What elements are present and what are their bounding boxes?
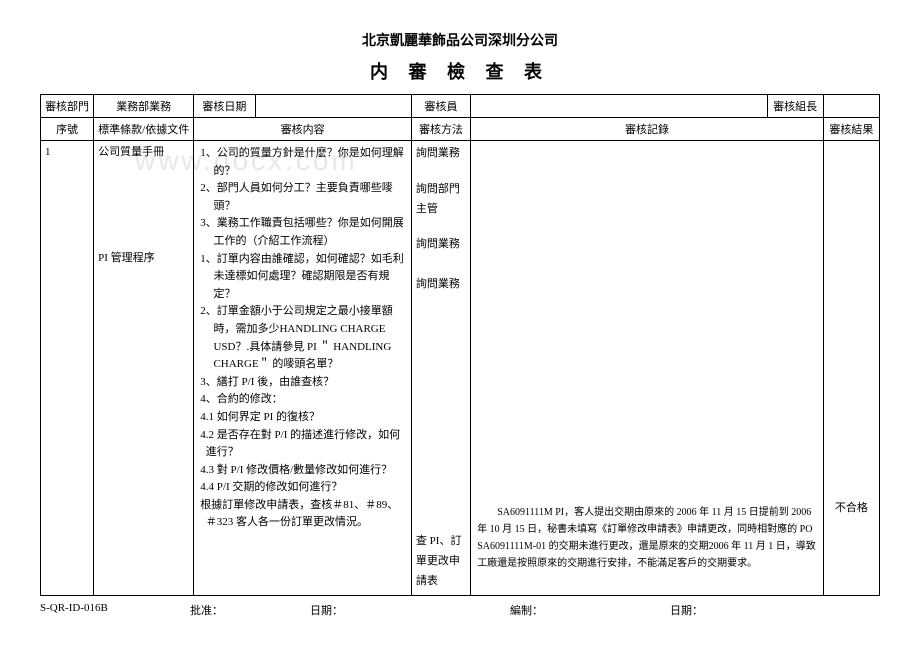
method-item: 詢問業務 bbox=[416, 238, 460, 250]
company-name: 北京凱麗華飾品公司深圳分公司 bbox=[40, 30, 880, 50]
date1-label: 日期： bbox=[310, 602, 510, 618]
approve-label: 批准： bbox=[190, 602, 310, 618]
content-item: 3、業務工作職責包括哪些？你是如何開展工作的（介紹工作流程） bbox=[200, 215, 405, 250]
content-subitem: 4.1 如何界定 PI 的復核？ bbox=[200, 409, 405, 427]
std-text-2: PI 管理程序 bbox=[98, 252, 155, 264]
leader-label: 審核組長 bbox=[767, 95, 823, 118]
leader-value bbox=[823, 95, 879, 118]
col-std-header: 標準條款/依據文件 bbox=[94, 118, 194, 141]
footer: S-QR-ID-016B 批准： 日期： 編制： 日期： bbox=[40, 602, 880, 618]
col-seq-header: 序號 bbox=[41, 118, 94, 141]
date-value bbox=[255, 95, 411, 118]
method-item: 詢問部門主管 bbox=[416, 180, 466, 220]
column-header-row: 序號 標準條款/依據文件 審核内容 審核方法 審核記錄 審核結果 bbox=[41, 118, 880, 141]
method-item: 查 PI、訂單更改申請表 bbox=[416, 535, 462, 587]
content-item: 4、合約的修改： bbox=[200, 391, 405, 409]
compile-label: 編制： bbox=[510, 602, 670, 618]
content-item: 1、公司的質量方針是什麽？你是如何理解的？ bbox=[200, 145, 405, 180]
dept-label: 審核部門 bbox=[41, 95, 94, 118]
method-item: 詢問業務 bbox=[416, 144, 466, 164]
document-header: 北京凱麗華飾品公司深圳分公司 内 審 檢 查 表 bbox=[40, 30, 880, 84]
table-row: 1 公司質量手冊 PI 管理程序 1、公司的質量方針是什麽？你是如何理解的？ 2… bbox=[41, 141, 880, 596]
content-subitem: 4.2 是否存在對 P/I 的描述進行修改，如何進行？ bbox=[200, 427, 405, 462]
date-label: 審核日期 bbox=[194, 95, 255, 118]
col-result-header: 審核結果 bbox=[823, 118, 879, 141]
content-item: 2、部門人員如何分工？主要負責哪些嘜頭？ bbox=[200, 180, 405, 215]
content-subitem: 4.4 P/I 交期的修改如何進行？ bbox=[200, 479, 405, 497]
content-item: 3、繕打 P/I 後，由誰查核？ bbox=[200, 374, 405, 392]
method-item: 詢問業務 bbox=[416, 278, 460, 290]
date2-label: 日期： bbox=[670, 602, 770, 618]
content-subitem: 根據訂單修改申請表，查核＃81、＃89、＃323 客人各一份訂單更改情況。 bbox=[200, 497, 405, 532]
content-item: 2、訂單金額小于公司規定之最小接單額時，需加多少HANDLING CHARGE … bbox=[200, 303, 405, 373]
col-content-header: 審核内容 bbox=[194, 118, 412, 141]
record-cell: SA6091111M PI，客人提出交期由原來的 2006 年 11 月 15 … bbox=[471, 141, 824, 596]
seq-cell: 1 bbox=[41, 141, 94, 596]
record-text: SA6091111M PI，客人提出交期由原來的 2006 年 11 月 15 … bbox=[477, 504, 817, 572]
std-cell: 公司質量手冊 PI 管理程序 bbox=[94, 141, 194, 596]
method-cell: 詢問業務 詢問部門主管 詢問業務 詢問業務 查 PI、訂單更改申請表 bbox=[411, 141, 470, 596]
col-method-header: 審核方法 bbox=[411, 118, 470, 141]
col-record-header: 審核記錄 bbox=[471, 118, 824, 141]
content-item: 1、訂單内容由誰確認，如何確認？如毛利未達標如何處理？確認期限是否有規定？ bbox=[200, 251, 405, 304]
auditor-value bbox=[471, 95, 767, 118]
document-title: 内 審 檢 查 表 bbox=[40, 58, 880, 84]
audit-table: 審核部門 業務部業務 審核日期 審核員 審核組長 序號 標準條款/依據文件 審核… bbox=[40, 94, 880, 596]
content-subitem: 4.3 對 P/I 修改價格/數量修改如何進行？ bbox=[200, 462, 405, 480]
auditor-label: 審核員 bbox=[411, 95, 470, 118]
form-id: S-QR-ID-016B bbox=[40, 602, 190, 618]
result-cell: 不合格 bbox=[823, 141, 879, 596]
std-text-1: 公司質量手冊 bbox=[98, 146, 164, 158]
dept-value: 業務部業務 bbox=[94, 95, 194, 118]
info-row: 審核部門 業務部業務 審核日期 審核員 審核組長 bbox=[41, 95, 880, 118]
content-cell: 1、公司的質量方針是什麽？你是如何理解的？ 2、部門人員如何分工？主要負責哪些嘜… bbox=[194, 141, 412, 596]
